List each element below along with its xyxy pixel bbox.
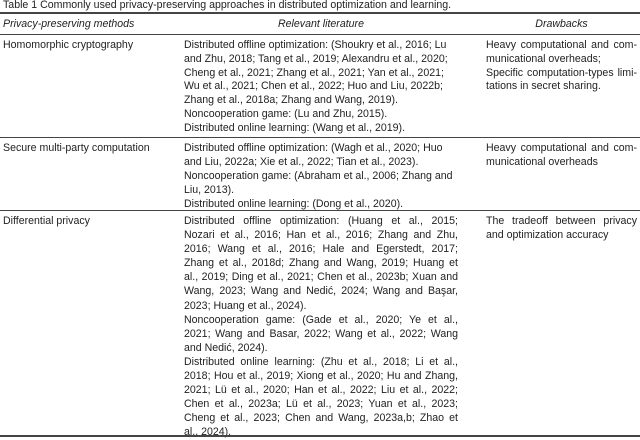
- method-cell: Homomorphic cryptography: [3, 39, 173, 53]
- text-line: Zhang et al., 2018a; Zhang and Wang, 201…: [184, 94, 398, 107]
- text-line: Chen et al., 2023a; Lü et al., 2023; Yua…: [184, 398, 458, 411]
- text-line: Liu, 2013).: [184, 184, 235, 196]
- literature-cell: Distributed offline optimization: (Wagh …: [184, 141, 458, 211]
- text-line: al., 2019; Ding et al., 2021; Chen et al…: [184, 271, 458, 284]
- text-line: and Liu, 2022a; Xie et al., 2022; Tian e…: [184, 156, 419, 168]
- text-line: 2023; Huang et al., 2024).: [184, 299, 307, 312]
- text-line: Noncooperation game: (Gade et al., 2020;…: [184, 313, 458, 326]
- method-name: Differential privacy: [3, 215, 90, 227]
- text-line: Noncooperation game: (Abraham et al., 20…: [184, 170, 453, 182]
- method-name: Homomorphic cryptography: [3, 39, 134, 51]
- text-line: Wang, 2023; Wang and Nedić, 2024; Wang a…: [184, 285, 458, 298]
- text-line: Specific computation-types limi-: [486, 66, 637, 79]
- text-line: Distributed offline optimization: (Shouk…: [184, 39, 447, 51]
- text-line: Heavy computational and com-: [486, 39, 637, 51]
- text-line: al., 2024).: [184, 426, 232, 439]
- text-line: Distributed online learning: (Zhu et al.…: [184, 355, 458, 368]
- text-line: Distributed online learning: (Wang et al…: [184, 121, 406, 134]
- text-line: Wu et al., 2021; Chen et al., 2022; Huo …: [184, 80, 443, 93]
- header-literature: Relevant literature: [278, 18, 364, 30]
- literature-cell: Distributed offline optimization: (Shouk…: [184, 39, 458, 136]
- text-line: Cheng et al., 2021; Zhang et al., 2021; …: [184, 66, 444, 79]
- text-line: and Zhu, 2018; Tang et al., 2019; Alexan…: [184, 52, 448, 65]
- header-drawbacks: Drawbacks: [535, 18, 588, 30]
- method-name: Secure multi-party computation: [3, 142, 150, 154]
- drawbacks-cell: Heavy computational and com-municational…: [486, 141, 637, 169]
- drawbacks-cell: Heavy computational and com-municational…: [486, 39, 637, 94]
- text-line: municational overheads;: [486, 52, 601, 65]
- text-line: Distributed offline optimization: (Wagh …: [184, 142, 443, 154]
- text-line: Distributed online learning: (Dong et al…: [184, 198, 404, 210]
- text-line: Nozari et al., 2016; Han et al., 2016; Z…: [184, 229, 458, 242]
- method-cell: Secure multi-party computation: [3, 141, 173, 155]
- text-line: Zhang et al., 2018d; Zhang and Wang, 201…: [184, 257, 458, 270]
- text-line: Distributed offline optimization: (Huang…: [184, 215, 458, 227]
- text-line: Noncooperation game: (Lu and Zhu, 2015).: [184, 107, 388, 120]
- drawbacks-cell: The tradeoff between privacy and optimiza…: [486, 214, 637, 242]
- top-rule: [0, 12, 640, 14]
- text-line: and Nedić, 2024).: [184, 341, 268, 354]
- bottom-rule: [0, 435, 640, 437]
- text-line: The tradeoff between privacy: [486, 215, 637, 227]
- text-line: 2018; Hou et al., 2019; Xiong et al., 20…: [184, 370, 458, 383]
- method-cell: Differential privacy: [3, 214, 173, 228]
- text-line: Heavy computational and com-: [486, 142, 637, 154]
- text-line: tations in secret sharing.: [486, 80, 601, 93]
- text-line: 2016; Wang et al., 2016; Hale and Egerst…: [184, 243, 458, 256]
- text-line: 2021; Wang and Basar, 2022; Wang et al.,…: [184, 327, 458, 340]
- text-line: municational overheads: [486, 156, 598, 168]
- header-methods: Privacy-preserving methods: [3, 18, 135, 30]
- text-line: and optimization accuracy: [486, 229, 609, 242]
- literature-cell: Distributed offline optimization: (Huang…: [184, 214, 458, 440]
- row-rule: [0, 210, 640, 211]
- text-line: Cheng et al., 2023; Chen and Wang, 2023a…: [184, 412, 458, 425]
- table-caption: Table 1 Commonly used privacy-preserving…: [3, 0, 452, 11]
- row-rule: [0, 137, 640, 138]
- text-line: 2021; Lü et al., 2020; Han et al., 2022;…: [184, 384, 458, 397]
- header-rule: [0, 34, 640, 35]
